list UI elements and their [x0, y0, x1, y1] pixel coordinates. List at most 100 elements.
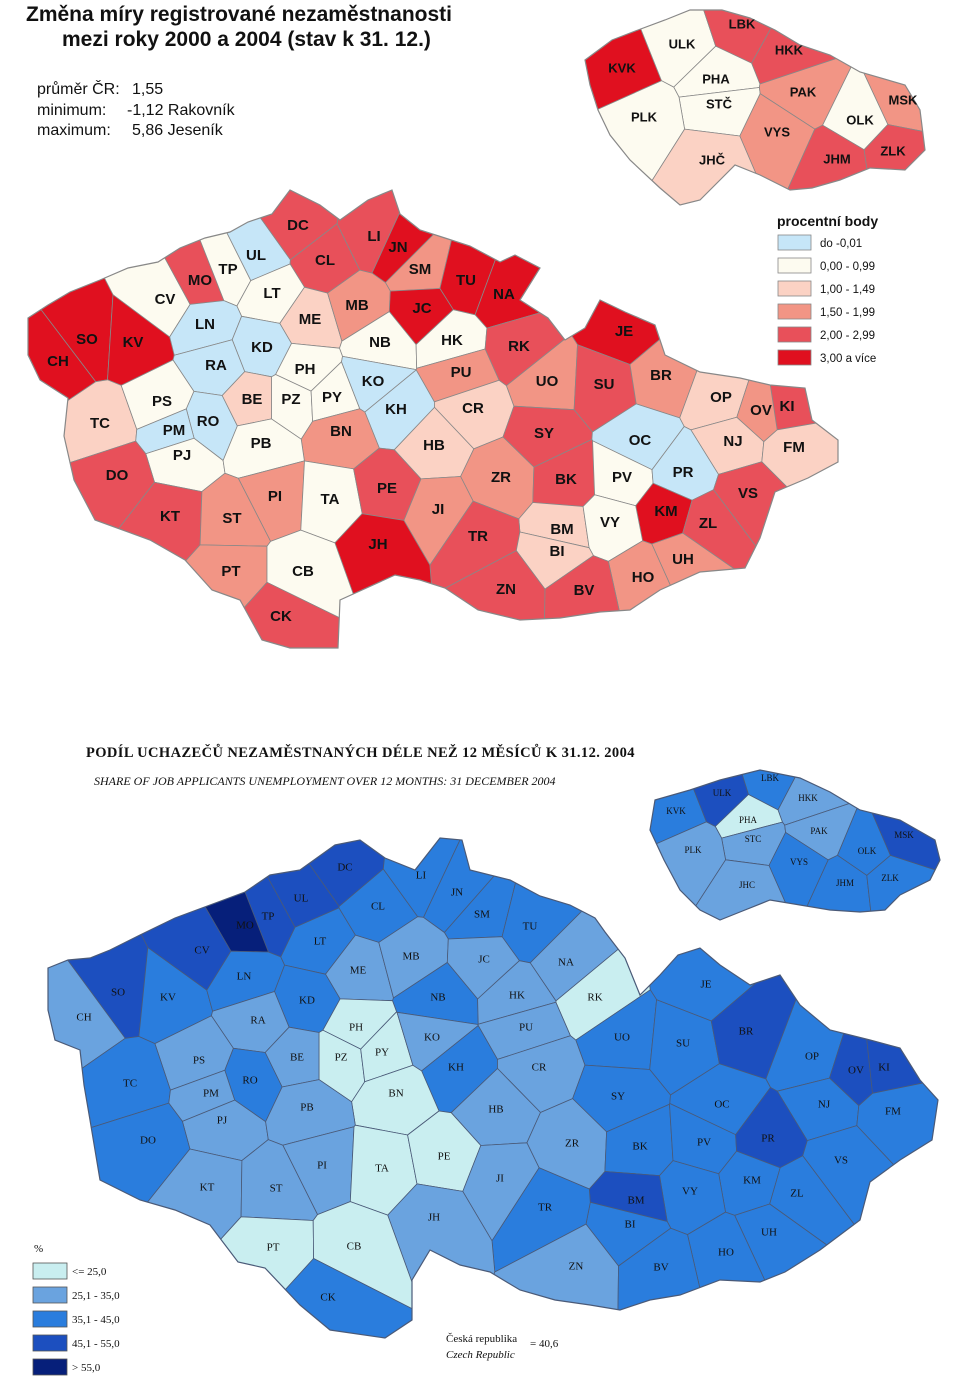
district-label-bv: BV: [653, 1262, 668, 1274]
region-label-lbk: LBK: [761, 773, 780, 783]
district-label-rk: RK: [587, 992, 602, 1004]
district-label-ph: PH: [349, 1022, 363, 1034]
district-label-ck: CK: [320, 1292, 335, 1304]
district-label-tp: TP: [218, 261, 237, 278]
note-czech-label: Česká republika: [446, 1333, 517, 1345]
district-label-zl: ZL: [699, 515, 717, 532]
district-label-zr: ZR: [565, 1138, 580, 1150]
region-label-jhc: JHC: [739, 880, 755, 890]
district-label-ln: LN: [237, 971, 252, 983]
region-label-vys: VYS: [790, 857, 808, 867]
map2-national-note: Česká republika Czech Republic = 40,6: [446, 1333, 559, 1361]
region-label-jhm: JHM: [836, 878, 854, 888]
map1-title-line2: mezi roky 2000 a 2004 (stav k 31. 12.): [62, 28, 431, 51]
district-label-su: SU: [676, 1038, 690, 1050]
region-label-zlk: ZLK: [881, 873, 899, 883]
district-label-na: NA: [558, 957, 574, 969]
district-label-pb: PB: [251, 435, 272, 452]
map1-stats: průměr ČR: 1,55 minimum: -1,12 Rakovník …: [37, 79, 236, 139]
district-label-bn: BN: [388, 1088, 403, 1100]
district-label-kt: KT: [160, 508, 180, 525]
region-label-pha: PHA: [702, 71, 730, 86]
district-label-vy: VY: [600, 514, 620, 531]
district-label-be: BE: [242, 391, 263, 408]
district-label-jn: JN: [388, 239, 407, 256]
district-label-tc: TC: [123, 1078, 137, 1090]
district-label-tr: TR: [538, 1202, 553, 1214]
district-label-pt: PT: [267, 1242, 280, 1254]
map1-legend-swatch: [777, 303, 812, 320]
region-label-jhc: JHČ: [699, 152, 726, 167]
stat-maximum-value: 5,86 Jeseník: [132, 122, 224, 139]
map2-legend-swatch: [32, 1310, 68, 1328]
district-label-bv: BV: [574, 582, 595, 599]
district-label-ln: LN: [195, 316, 215, 333]
district-label-ki: KI: [878, 1062, 890, 1074]
region-label-hkk: HKK: [775, 42, 804, 57]
district-label-tu: TU: [523, 921, 538, 933]
district-label-tr: TR: [468, 528, 488, 545]
district-label-pu: PU: [519, 1022, 533, 1034]
district-label-kv: KV: [123, 334, 144, 351]
district-label-pi: PI: [268, 488, 282, 505]
district-label-je: JE: [615, 323, 633, 340]
region-label-plk: PLK: [631, 109, 658, 124]
district-label-pe: PE: [377, 480, 397, 497]
region-label-jhm: JHM: [823, 151, 850, 166]
district-label-fm: FM: [783, 439, 805, 456]
stat-minimum-value: -1,12 Rakovník: [127, 102, 236, 119]
map1-legend-label: do -0,01: [820, 238, 862, 250]
district-label-ji: JI: [496, 1173, 504, 1185]
district-label-jc: JC: [412, 300, 431, 317]
stat-minimum-label: minimum:: [37, 102, 106, 119]
district-label-zn: ZN: [569, 1261, 584, 1273]
district-label-me: ME: [350, 965, 367, 977]
map2-subtitle: SHARE OF JOB APPLICANTS UNEMPLOYMENT OVE…: [94, 774, 556, 788]
district-label-ho: HO: [718, 1247, 734, 1259]
district-label-pr: PR: [761, 1133, 775, 1145]
district-label-je: JE: [701, 979, 712, 991]
map2-title: PODÍL UCHAZEČŮ NEZAMĚSTNANÝCH DÉLE NEŽ 1…: [86, 744, 635, 761]
district-label-su: SU: [594, 376, 615, 393]
map1-legend-swatch: [777, 349, 812, 366]
district-label-lt: LT: [263, 285, 280, 302]
m2-inset-country-outline: [649, 769, 941, 921]
map2-legend: % <= 25,0 25,1 - 35,0 35,1 - 45,0 45,1 - 55…: [32, 1243, 120, 1376]
district-label-lt: LT: [314, 936, 327, 948]
district-label-cr: CR: [462, 400, 484, 417]
district-label-dc: DC: [287, 217, 309, 234]
note-value: = 40,6: [530, 1338, 559, 1350]
district-label-kd: KD: [251, 339, 273, 356]
district-label-hb: HB: [423, 437, 445, 454]
district-label-ro: RO: [197, 413, 220, 430]
district-label-jh: JH: [428, 1212, 440, 1224]
district-label-sy: SY: [534, 425, 554, 442]
district-label-cv: CV: [194, 945, 209, 957]
district-label-pj: PJ: [173, 447, 191, 464]
district-label-ov: OV: [848, 1065, 864, 1077]
district-label-op: OP: [710, 389, 732, 406]
district-label-sy: SY: [611, 1091, 625, 1103]
map1-legend-swatch: [777, 326, 812, 343]
region-label-msk: MSK: [889, 92, 919, 107]
district-label-ta: TA: [321, 491, 340, 508]
district-label-bi: BI: [625, 1219, 636, 1231]
district-label-zn: ZN: [496, 581, 516, 598]
district-label-nb: NB: [369, 334, 391, 351]
district-label-pm: PM: [203, 1088, 219, 1100]
map2-legend-label: <= 25,0: [72, 1266, 107, 1278]
map2-legend-label: 35,1 - 45,0: [72, 1314, 120, 1326]
district-label-pm: PM: [163, 422, 186, 439]
region-label-olk: OLK: [858, 846, 877, 856]
district-label-pe: PE: [438, 1151, 451, 1163]
district-label-hb: HB: [488, 1104, 503, 1116]
district-label-hk: HK: [509, 990, 525, 1002]
map2-legend-swatch: [32, 1262, 68, 1280]
district-label-hk: HK: [441, 332, 463, 349]
district-label-na: NA: [493, 286, 515, 303]
map1-legend-label: 1,50 - 1,99: [820, 307, 875, 319]
district-label-cv: CV: [155, 291, 176, 308]
region-label-hkk: HKK: [798, 793, 818, 803]
district-label-ho: HO: [632, 569, 655, 586]
district-label-py: PY: [322, 389, 342, 406]
